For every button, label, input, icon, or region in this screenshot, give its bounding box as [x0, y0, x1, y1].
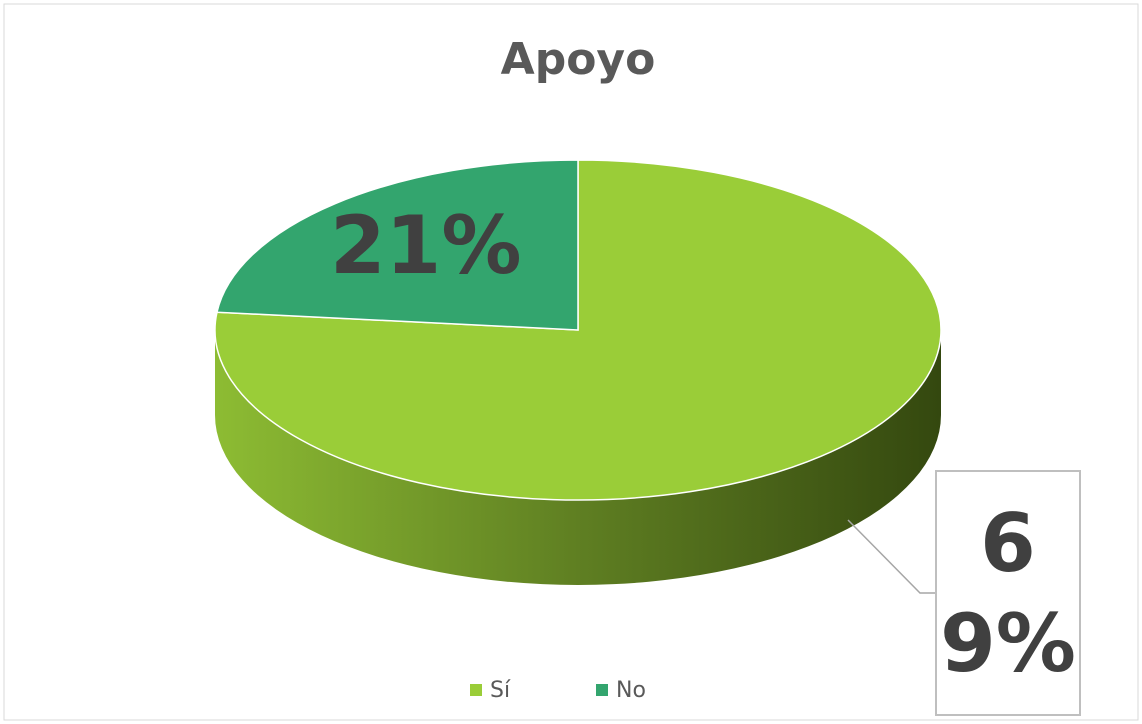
pie-side [215, 330, 941, 585]
data-label: 69% [935, 470, 1081, 716]
chart-title: Apoyo [501, 34, 656, 85]
leader-line [847, 519, 935, 594]
legend-label: No [616, 678, 646, 703]
legend-swatch [596, 684, 608, 696]
data-label: 21% [330, 199, 522, 292]
legend-swatch [470, 684, 482, 696]
legend-label: Sí [490, 678, 511, 703]
pie-slice [216, 159, 579, 331]
